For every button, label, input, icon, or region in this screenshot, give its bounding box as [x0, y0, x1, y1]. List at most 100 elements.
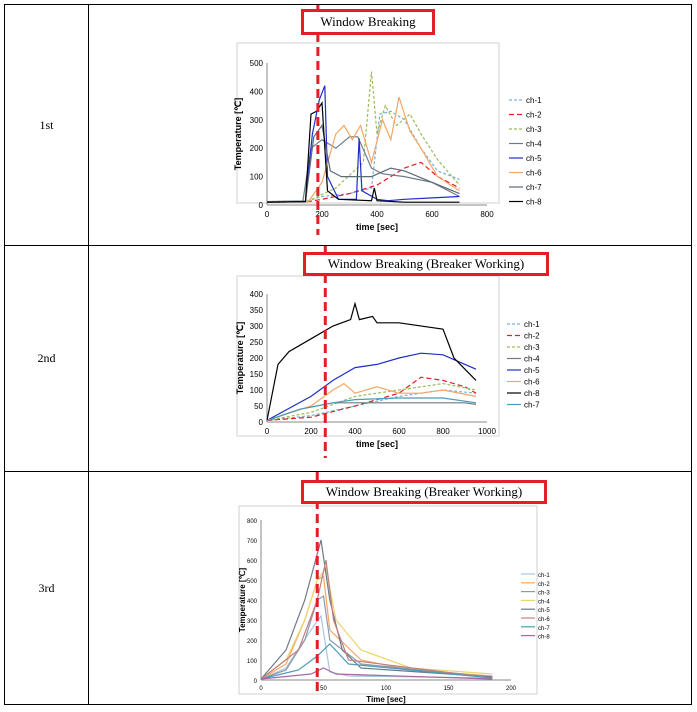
- x-tick-label: 0: [265, 210, 270, 219]
- table-row: 3rd 0 100 200 300 400 500 600 700 800 0 50 100 150 20…: [4, 471, 692, 705]
- x-tick-label: 400: [370, 210, 384, 219]
- series-line-ch-7: [266, 124, 460, 203]
- series-line-ch-3: [266, 71, 460, 203]
- legend-label: ch-2: [524, 332, 540, 341]
- y-tick-label: 100: [247, 659, 258, 665]
- y-tick-label: 300: [250, 322, 264, 331]
- legend-label: ch-8: [524, 389, 540, 398]
- series-line-ch-1: [267, 110, 460, 203]
- series-line-ch-7: [260, 643, 493, 680]
- y-tick-label: 350: [250, 306, 264, 315]
- chart-cell: 0 100 200 300 400 500 0 200 400 600 800 time [sec] T…: [88, 4, 692, 246]
- legend-label: ch-1: [526, 96, 542, 105]
- legend-label: ch-5: [526, 154, 542, 163]
- x-tick-label: 200: [315, 210, 329, 219]
- x-tick-label: 600: [392, 427, 406, 436]
- series-line-ch-6: [260, 559, 493, 680]
- series-line-ch-8: [266, 301, 477, 421]
- x-axis-label: Time [sec]: [366, 695, 406, 704]
- series-line-ch-1: [260, 614, 493, 680]
- series-line-ch-8: [266, 100, 460, 203]
- temperature-chart: 0 100 200 300 400 500 600 700 800 0 50 100 150 200 Tim…: [238, 472, 550, 704]
- legend-label: ch-4: [526, 140, 542, 149]
- legend-label: ch-2: [538, 582, 550, 588]
- x-tick-label: 100: [381, 686, 392, 692]
- y-axis-label: Temperature [℃]: [233, 98, 243, 170]
- chart-cell: 0 50 100 150 200 250 300 350 400 0 200 400 600 800 100…: [88, 245, 692, 472]
- event-annotation: Window Breaking (Breaker Working): [301, 480, 547, 504]
- series-line-ch-7: [266, 397, 477, 421]
- y-tick-label: 50: [254, 402, 263, 411]
- y-tick-label: 500: [250, 59, 264, 68]
- y-tick-label: 300: [250, 116, 264, 125]
- x-tick-label: 1000: [478, 427, 496, 436]
- y-tick-label: 0: [259, 201, 264, 210]
- x-tick-label: 800: [480, 210, 494, 219]
- x-tick-label: 50: [320, 686, 327, 692]
- x-tick-label: 0: [265, 427, 270, 436]
- legend-label: ch-3: [524, 343, 540, 352]
- y-tick-label: 700: [247, 539, 258, 545]
- x-tick-label: 800: [436, 427, 450, 436]
- series-line-ch-2: [260, 574, 493, 680]
- y-tick-label: 400: [247, 599, 258, 605]
- y-tick-label: 0: [254, 679, 258, 685]
- y-axis-label: Temperature [℃]: [235, 322, 245, 394]
- y-tick-label: 100: [250, 173, 264, 182]
- series-line-ch-6: [266, 382, 477, 421]
- series-line-ch-6: [266, 96, 460, 203]
- series-line-ch-3: [260, 594, 493, 680]
- y-tick-label: 600: [247, 559, 258, 565]
- y-tick-label: 300: [247, 619, 258, 625]
- x-tick-label: 0: [259, 686, 263, 692]
- y-tick-label: 400: [250, 290, 264, 299]
- y-tick-label: 150: [250, 370, 264, 379]
- table-row: 1st 0 100 200 300 400 500 0 200 400 600 800 time [s…: [4, 4, 692, 246]
- x-tick-label: 150: [443, 686, 454, 692]
- legend-label: ch-1: [524, 320, 540, 329]
- series-line-ch-5: [266, 85, 460, 203]
- y-tick-label: 100: [250, 386, 264, 395]
- y-tick-label: 400: [250, 87, 264, 96]
- series-line-ch-8: [260, 667, 493, 680]
- legend-label: ch-5: [524, 366, 540, 375]
- temperature-chart: 0 100 200 300 400 500 0 200 400 600 800 time [sec] T…: [233, 5, 542, 235]
- plot-frame: [236, 42, 500, 204]
- plot-frame: [236, 275, 500, 437]
- y-axis-label: Temperature [℃]: [238, 567, 247, 632]
- legend-label: ch-1: [538, 573, 550, 579]
- x-tick-label: 200: [304, 427, 318, 436]
- series-line-ch-2: [266, 161, 460, 203]
- y-tick-label: 250: [250, 338, 264, 347]
- y-tick-label: 500: [247, 579, 258, 585]
- legend-label: ch-8: [526, 198, 542, 207]
- y-tick-label: 200: [250, 354, 264, 363]
- legend-label: ch-7: [524, 401, 540, 410]
- series-line-ch-1: [266, 389, 477, 421]
- y-tick-label: 800: [247, 519, 258, 525]
- legend-label: ch-2: [526, 111, 542, 120]
- legend-label: ch-4: [538, 599, 550, 605]
- legend-label: ch-6: [538, 617, 550, 623]
- event-annotation: Window Breaking (Breaker Working): [303, 252, 549, 276]
- series-line-ch-5: [266, 352, 477, 421]
- series-line-ch-3: [266, 382, 477, 421]
- legend-label: ch-4: [524, 355, 540, 364]
- table-row: 2nd 0 50 100 150 200 250 300 350 400 0 200 400 600 80…: [4, 245, 692, 472]
- x-tick-label: 400: [348, 427, 362, 436]
- temperature-chart: 0 50 100 150 200 250 300 350 400 0 200 400 600 800 100…: [235, 246, 540, 458]
- row-label: 1st: [4, 4, 89, 246]
- event-annotation: Window Breaking: [301, 9, 435, 35]
- chart-cell: 0 100 200 300 400 500 600 700 800 0 50 100 150 200 Tim…: [88, 471, 692, 705]
- x-tick-label: 600: [425, 210, 439, 219]
- legend-label: ch-6: [524, 378, 540, 387]
- row-label: 2nd: [4, 245, 89, 472]
- x-axis-label: time [sec]: [356, 439, 398, 449]
- series-line-ch-2: [266, 376, 477, 421]
- plot-frame: [238, 505, 538, 695]
- x-tick-label: 200: [506, 686, 517, 692]
- legend-label: ch-7: [538, 626, 550, 632]
- x-axis-label: time [sec]: [356, 222, 398, 232]
- legend-label: ch-6: [526, 169, 542, 178]
- legend-label: ch-3: [538, 591, 550, 597]
